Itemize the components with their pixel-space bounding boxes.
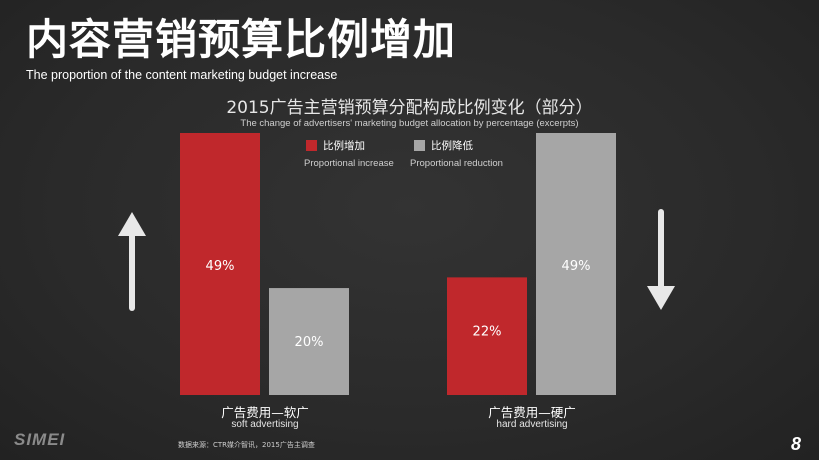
data-label-increase-soft: 49% xyxy=(206,259,235,274)
legend-item-increase: 比例增加 xyxy=(306,138,365,153)
legend-swatch-increase xyxy=(306,140,317,151)
chart-subtitle: The change of advertisers' marketing bud… xyxy=(240,118,579,129)
category-subtitle-hard: hard advertising xyxy=(496,419,568,430)
category-label-hard: 广告费用—硬广 xyxy=(488,405,576,420)
bar-increase-soft xyxy=(180,133,260,395)
data-label-reduction-hard: 49% xyxy=(562,259,591,274)
bar-increase-hard xyxy=(447,277,527,395)
legend-subtitle-reduction: Proportional reduction xyxy=(410,158,503,169)
page-title: 内容营销预算比例增加 xyxy=(26,15,457,64)
bar-reduction-soft xyxy=(269,288,349,395)
bar-reduction-hard xyxy=(536,133,616,395)
simei-logo: SIMEI xyxy=(14,430,66,449)
arrow-down-icon xyxy=(647,209,675,310)
data-source-note: 数据来源：CTR媒介智讯，2015广告主调查 xyxy=(178,441,315,449)
legend-label-reduction: 比例降低 xyxy=(431,140,473,152)
data-label-increase-hard: 22% xyxy=(473,324,502,339)
arrow-up-icon xyxy=(118,212,146,311)
legend-swatch-reduction xyxy=(414,140,425,151)
legend-label-increase: 比例增加 xyxy=(323,140,365,152)
chart-title: 2015广告主营销预算分配构成比例变化（部分） xyxy=(226,98,593,118)
page-subtitle: The proportion of the content marketing … xyxy=(26,68,338,82)
legend-subtitle-increase: Proportional increase xyxy=(304,158,394,169)
page-number: 8 xyxy=(790,434,801,454)
category-subtitle-soft: soft advertising xyxy=(231,419,299,430)
category-label-soft: 广告费用—软广 xyxy=(221,405,309,420)
legend-item-reduction: 比例降低 xyxy=(414,138,473,153)
data-label-reduction-soft: 20% xyxy=(295,335,324,350)
